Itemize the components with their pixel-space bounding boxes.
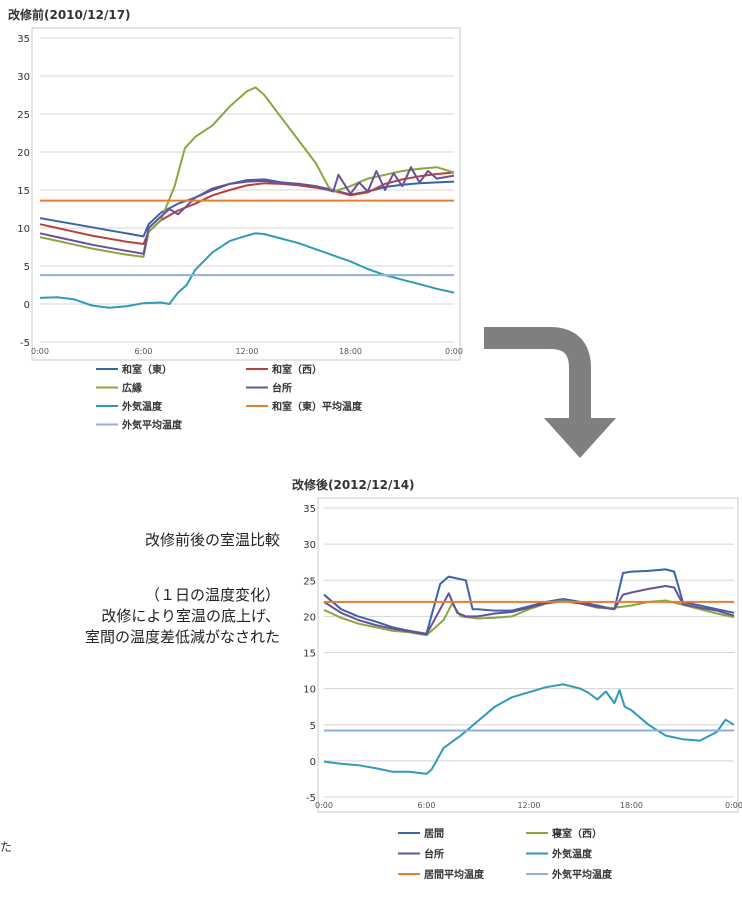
chart2-y-tick: 15: [303, 649, 316, 660]
chart2-y-tick: 10: [303, 685, 316, 696]
chart2-legend-label-4: 居間平均温度: [424, 868, 485, 881]
chart2-x-tick: 0:00: [315, 801, 333, 810]
caption-line-1: （１日の温度変化）: [144, 586, 280, 604]
chart2-y-tick: 5: [310, 721, 316, 732]
chart2-y-tick: 30: [303, 540, 316, 551]
chart1-x-tick: 0:00: [445, 347, 463, 356]
chart1-y-tick: -5: [20, 338, 30, 349]
chart2-x-tick: 18:00: [620, 801, 643, 810]
chart2-legend-label-2: 台所: [424, 848, 444, 861]
caption-sub: （１日の温度変化） 改修により室温の底上げ、 室間の温度差低減がなされた: [85, 585, 280, 648]
chart2-series-2: [323, 585, 735, 636]
chart2-legend-label-0: 居間: [424, 828, 444, 840]
chart1-legend-label-3: 台所: [272, 382, 292, 395]
chart1-x-tick: 12:00: [235, 347, 258, 356]
chart1-y-tick: 15: [17, 186, 30, 197]
chart2-legend-label-3: 外気温度: [551, 848, 593, 861]
stray-character: た: [0, 840, 13, 854]
chart1-series-4: [39, 232, 455, 309]
chart1-legend-label-0: 和室（東）: [121, 363, 172, 376]
chart2-legend-label-5: 外気平均温度: [551, 868, 613, 881]
chart1-y-tick: 30: [17, 72, 30, 83]
chart2-y-tick: 0: [310, 757, 316, 768]
chart2-y-tick: 20: [303, 612, 316, 623]
chart2-y-tick: -5: [306, 793, 316, 804]
chart1-legend-label-6: 外気平均温度: [121, 419, 183, 432]
chart1-x-tick: 0:00: [31, 347, 49, 356]
chart1-legend-label-2: 広縁: [122, 382, 142, 395]
chart1-y-tick: 5: [24, 262, 30, 273]
transition-arrow-icon: [484, 327, 616, 458]
chart2-y-tick: 35: [303, 504, 316, 515]
chart2-series-3: [323, 683, 735, 775]
chart2-x-tick: 12:00: [517, 801, 540, 810]
chart1-y-tick: 25: [17, 110, 30, 121]
chart1-title: 改修前(2010/12/17): [8, 8, 131, 22]
caption-line-3: 室間の温度差低減がなされた: [84, 628, 280, 646]
chart1-y-tick: 0: [24, 300, 30, 311]
chart1-y-tick: 10: [17, 224, 30, 235]
chart2-x-tick: 0:00: [725, 801, 742, 810]
chart-after: -5 0 5 10 15 20 25 30 35 0:00 6:00 12:00 18:00 0:00 居間…: [303, 497, 742, 881]
chart1-legend-label-1: 和室（西）: [271, 363, 322, 376]
chart1-plot-frame: [31, 27, 461, 361]
chart1-legend-label-4: 外気温度: [121, 400, 163, 413]
chart1-x-tick: 18:00: [339, 347, 362, 356]
chart2-y-tick: 25: [303, 576, 316, 587]
chart1-y-tick: 20: [17, 148, 30, 159]
chart2-series-1: [323, 599, 735, 637]
caption-line-2: 改修により室温の底上げ、: [101, 607, 280, 625]
chart2-title: 改修後(2012/12/14): [292, 478, 415, 492]
chart2-plot-frame: [317, 497, 739, 813]
chart1-y-tick: 35: [17, 34, 30, 45]
chart-before: -5 0 5 10 15 20 25 30 35 0:00 6:00 12:00 18:00 0:00 和室…: [17, 27, 463, 432]
chart1-x-tick: 6:00: [135, 347, 153, 356]
caption-title: 改修前後の室温比較: [144, 531, 280, 549]
chart1-series-3: [39, 166, 455, 255]
chart2-legend-label-1: 寝室（西）: [552, 827, 602, 840]
chart1-legend-label-5: 和室（東）平均温度: [271, 400, 363, 413]
chart2-x-tick: 6:00: [418, 801, 436, 810]
